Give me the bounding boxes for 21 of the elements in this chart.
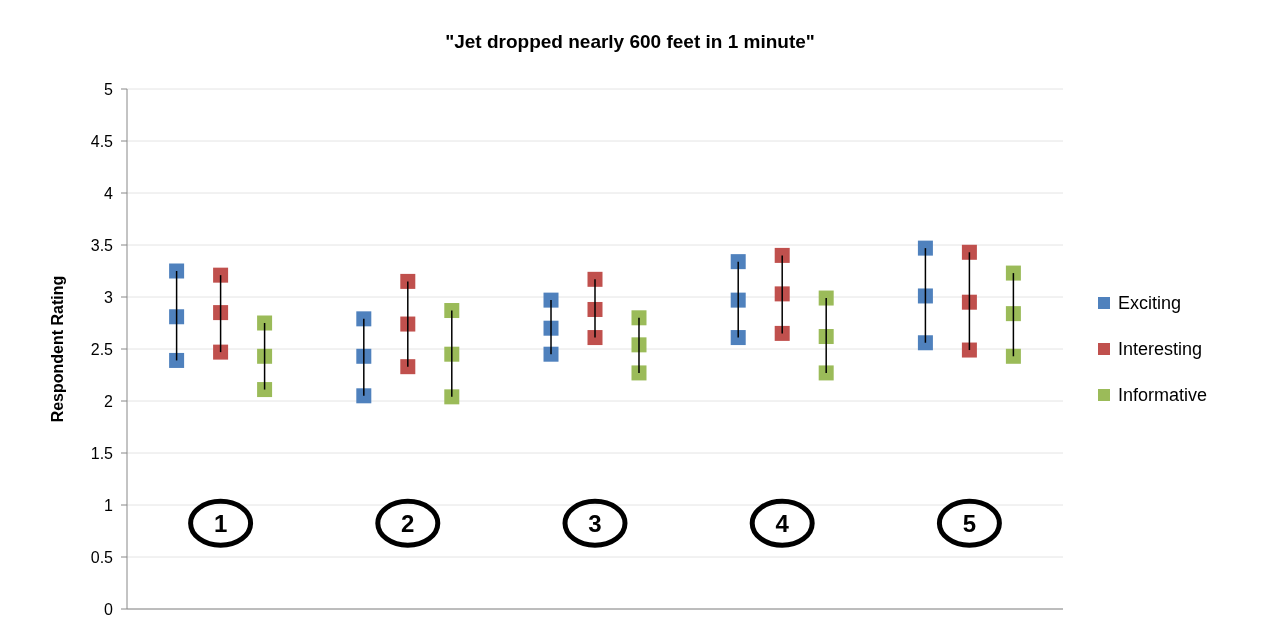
y-tick-label: 3 — [104, 288, 114, 306]
y-tick-label: 0.5 — [90, 548, 114, 566]
y-tick-label: 5 — [104, 80, 114, 98]
y-tick-label: 4.5 — [90, 132, 114, 150]
y-tick-label: 0 — [104, 600, 114, 618]
y-axis-title: Respondent Rating — [49, 275, 66, 423]
x-tick-label: 1 — [213, 509, 228, 537]
x-tick-label: 3 — [588, 509, 602, 537]
legend-label: Exciting — [1118, 293, 1182, 314]
y-tick-label: 1.5 — [90, 444, 114, 462]
y-tick-label: 4 — [104, 184, 114, 202]
y-tick-label: 1 — [104, 496, 114, 514]
legend-label: Informative — [1118, 385, 1208, 406]
legend-label: Interesting — [1118, 339, 1203, 360]
y-tick-label: 2.5 — [90, 340, 114, 358]
chart-title: "Jet dropped nearly 600 feet in 1 minute" — [445, 31, 815, 52]
x-tick-label: 2 — [401, 509, 415, 537]
y-tick-label: 3.5 — [90, 236, 114, 254]
y-tick-label: 2 — [104, 392, 114, 410]
x-tick-label: 5 — [962, 509, 977, 537]
x-tick-label: 4 — [775, 509, 790, 537]
